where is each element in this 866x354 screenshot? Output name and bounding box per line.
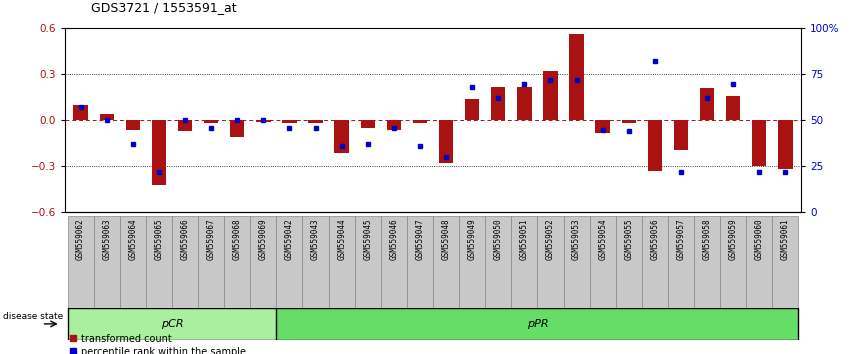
Text: GSM559054: GSM559054 <box>598 219 607 261</box>
Bar <box>152 120 166 185</box>
Bar <box>204 120 218 124</box>
Bar <box>779 120 792 170</box>
Bar <box>120 216 145 312</box>
Legend: transformed count, percentile rank within the sample: transformed count, percentile rank withi… <box>70 334 245 354</box>
Bar <box>172 216 198 312</box>
Text: GSM559057: GSM559057 <box>676 219 686 261</box>
Text: GSM559059: GSM559059 <box>728 219 738 261</box>
Text: GSM559068: GSM559068 <box>233 219 242 261</box>
Bar <box>648 120 662 171</box>
Text: GSM559051: GSM559051 <box>520 219 529 261</box>
Text: GDS3721 / 1553591_at: GDS3721 / 1553591_at <box>91 1 236 14</box>
Bar <box>564 216 590 312</box>
Bar <box>256 120 270 122</box>
Text: pPR: pPR <box>527 319 548 329</box>
Bar <box>511 216 538 312</box>
Text: GSM559058: GSM559058 <box>702 219 712 261</box>
Bar <box>276 216 302 312</box>
Bar <box>433 216 459 312</box>
Text: GSM559044: GSM559044 <box>337 219 346 261</box>
Bar <box>198 216 224 312</box>
Bar <box>334 120 349 153</box>
Bar <box>68 216 94 312</box>
Bar <box>276 308 798 340</box>
Bar <box>596 120 610 133</box>
Text: GSM559046: GSM559046 <box>390 219 398 261</box>
Text: GSM559064: GSM559064 <box>128 219 138 261</box>
Bar <box>726 96 740 120</box>
Bar <box>694 216 721 312</box>
Bar <box>360 120 375 128</box>
Text: GSM559055: GSM559055 <box>624 219 633 261</box>
Text: GSM559061: GSM559061 <box>781 219 790 261</box>
Text: GSM559045: GSM559045 <box>363 219 372 261</box>
Bar <box>381 216 407 312</box>
Text: pCR: pCR <box>161 319 184 329</box>
Bar <box>308 120 323 124</box>
Bar <box>413 120 427 124</box>
Bar <box>485 216 511 312</box>
Text: GSM559066: GSM559066 <box>180 219 190 261</box>
Bar <box>590 216 616 312</box>
Bar <box>491 87 506 120</box>
Bar <box>68 308 276 340</box>
Bar <box>616 216 642 312</box>
Bar <box>543 71 558 120</box>
Text: GSM559053: GSM559053 <box>572 219 581 261</box>
Bar <box>538 216 564 312</box>
Bar <box>465 99 480 120</box>
Bar <box>569 34 584 120</box>
Bar <box>145 216 172 312</box>
Text: GSM559060: GSM559060 <box>755 219 764 261</box>
Text: GSM559069: GSM559069 <box>259 219 268 261</box>
Bar <box>282 120 297 124</box>
Bar <box>302 216 328 312</box>
Bar <box>746 216 772 312</box>
Bar <box>126 120 140 130</box>
Text: GSM559067: GSM559067 <box>207 219 216 261</box>
Bar <box>407 216 433 312</box>
Bar <box>721 216 746 312</box>
Bar <box>517 87 532 120</box>
Bar <box>700 88 714 120</box>
Text: disease state: disease state <box>3 312 63 321</box>
Bar <box>178 120 192 131</box>
Text: GSM559056: GSM559056 <box>650 219 659 261</box>
Text: GSM559047: GSM559047 <box>416 219 424 261</box>
Bar <box>674 120 688 149</box>
Text: GSM559049: GSM559049 <box>468 219 476 261</box>
Text: GSM559062: GSM559062 <box>76 219 85 261</box>
Bar <box>224 216 250 312</box>
Bar <box>752 120 766 166</box>
Bar <box>328 216 355 312</box>
Text: GSM559043: GSM559043 <box>311 219 320 261</box>
Bar <box>642 216 668 312</box>
Text: GSM559063: GSM559063 <box>102 219 111 261</box>
Text: GSM559050: GSM559050 <box>494 219 503 261</box>
Text: GSM559042: GSM559042 <box>285 219 294 261</box>
Text: GSM559048: GSM559048 <box>442 219 450 261</box>
Bar <box>386 120 401 130</box>
Bar <box>355 216 381 312</box>
Bar <box>250 216 276 312</box>
Bar <box>439 120 453 163</box>
Text: GSM559065: GSM559065 <box>154 219 164 261</box>
Bar <box>94 216 120 312</box>
Bar <box>668 216 694 312</box>
Bar <box>74 105 87 120</box>
Bar <box>459 216 485 312</box>
Text: GSM559052: GSM559052 <box>546 219 555 261</box>
Bar <box>230 120 244 137</box>
Bar <box>772 216 798 312</box>
Bar <box>100 114 114 120</box>
Bar <box>622 120 636 124</box>
